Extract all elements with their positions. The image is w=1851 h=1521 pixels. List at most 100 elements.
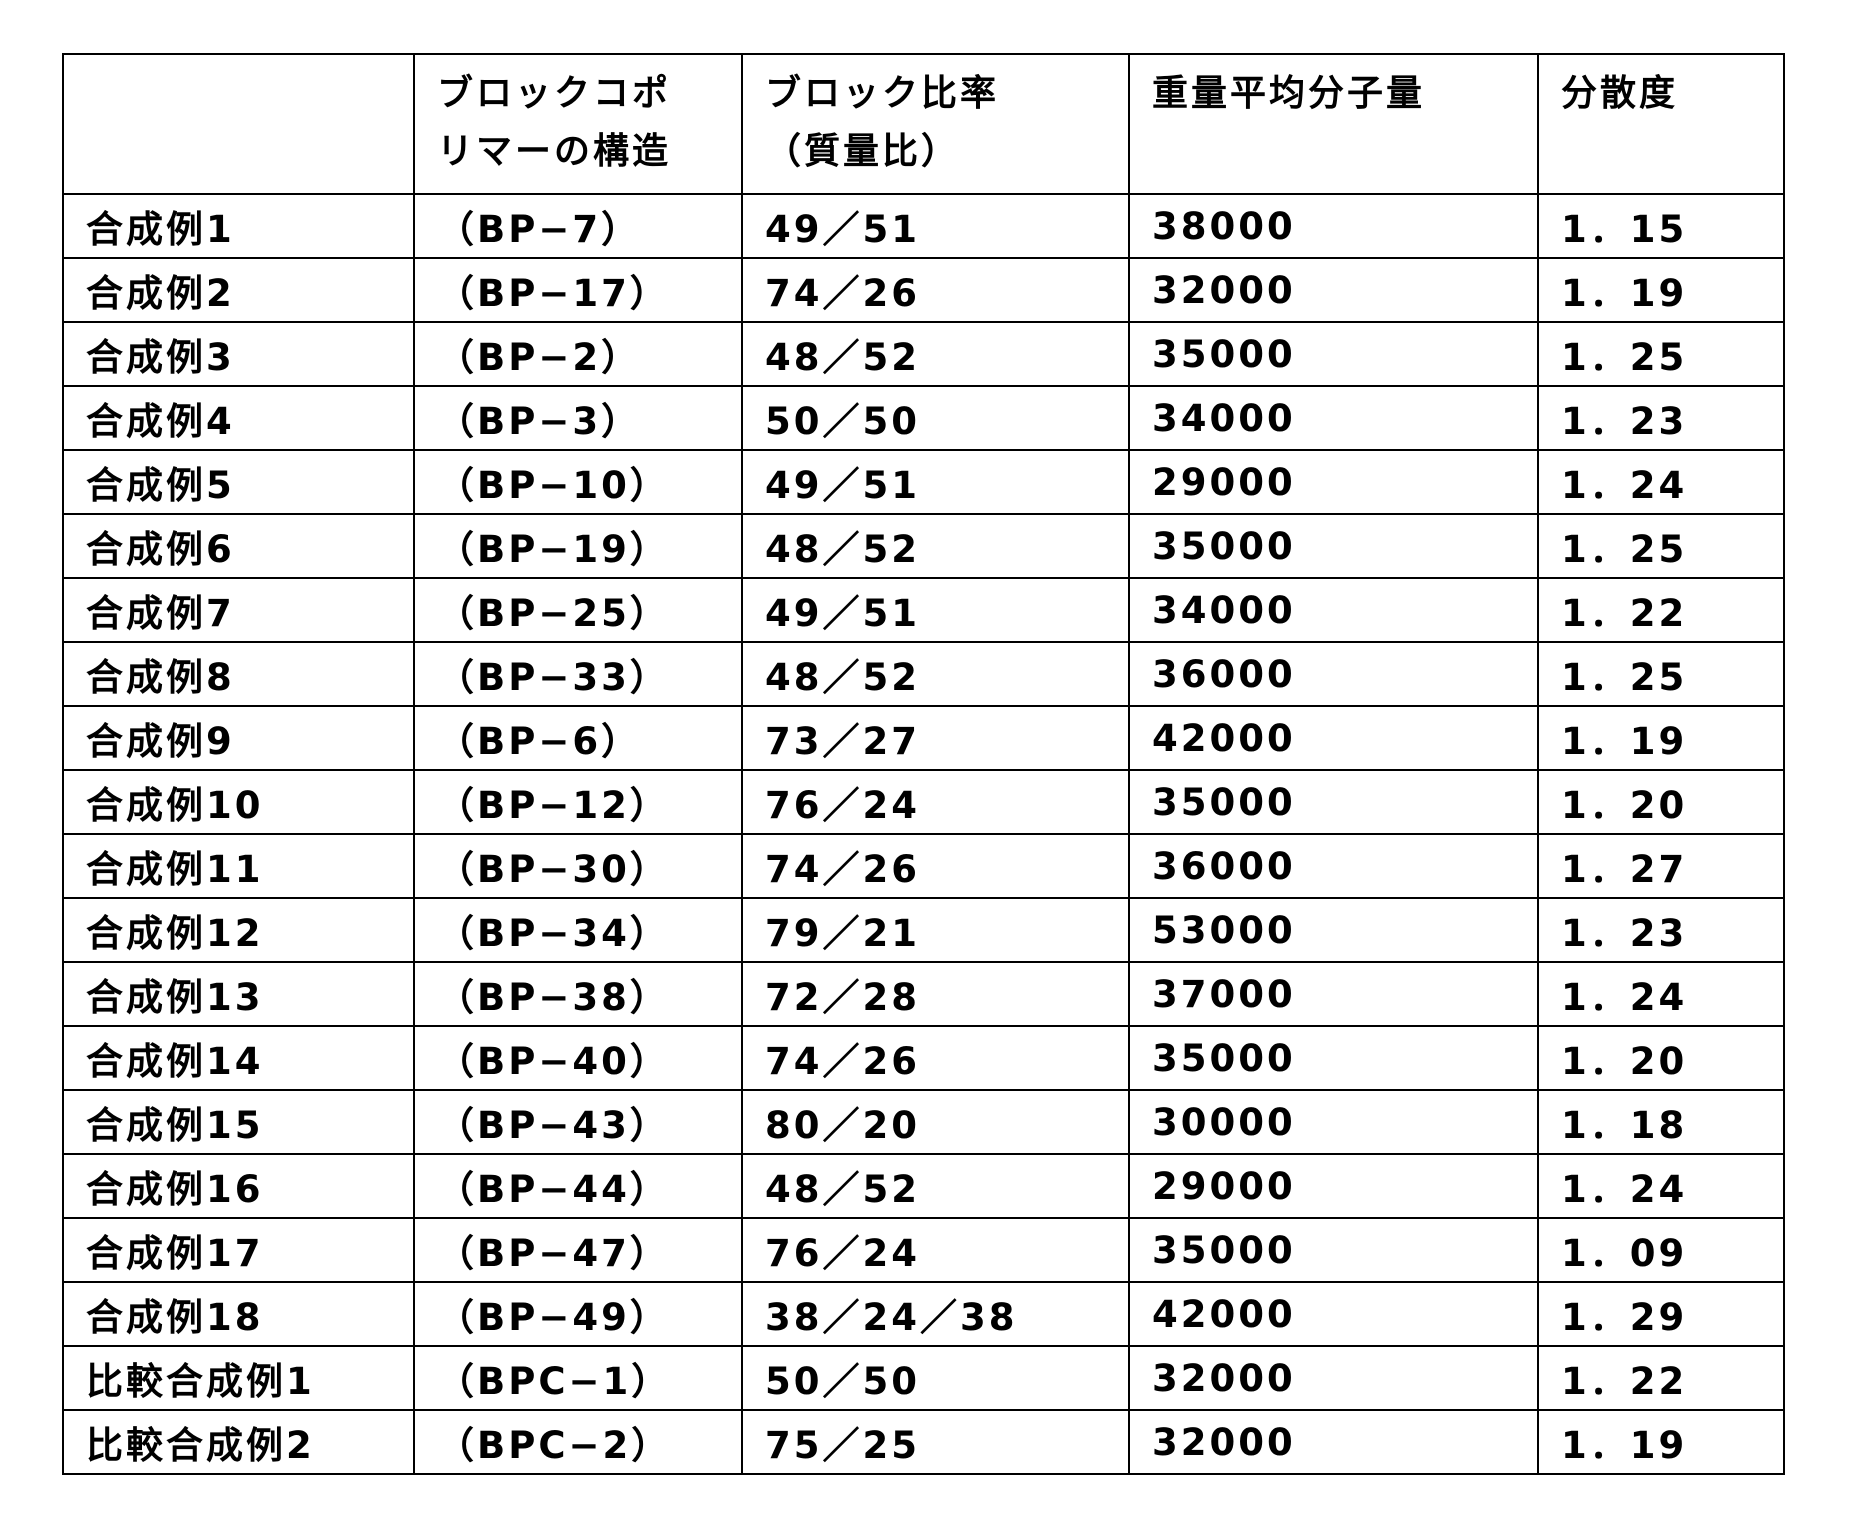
cell-mw: 35000: [1129, 1218, 1538, 1282]
cell-mw: 34000: [1129, 578, 1538, 642]
data-table: ブロックコポリマーの構造ブロック比率（質量比）重量平均分子量分散度 合成例1（B…: [62, 53, 1785, 1475]
cell-example: 合成例8: [63, 642, 414, 706]
cell-mw: 35000: [1129, 514, 1538, 578]
cell-mw: 34000: [1129, 386, 1538, 450]
cell-dispersity: 1．25: [1538, 642, 1784, 706]
header-mw: 重量平均分子量: [1129, 54, 1538, 194]
cell-mw: 36000: [1129, 834, 1538, 898]
header-line: 重量平均分子量: [1152, 65, 1537, 123]
cell-ratio: 75／25: [742, 1410, 1129, 1474]
cell-structure: （BP−25）: [414, 578, 742, 642]
cell-example: 合成例9: [63, 706, 414, 770]
header-dispersity: 分散度: [1538, 54, 1784, 194]
cell-example: 合成例14: [63, 1026, 414, 1090]
cell-dispersity: 1．24: [1538, 962, 1784, 1026]
cell-ratio: 48／52: [742, 1154, 1129, 1218]
table-row: 合成例14（BP−40）74／26350001．20: [63, 1026, 1784, 1090]
table-row: 合成例8（BP−33）48／52360001．25: [63, 642, 1784, 706]
cell-dispersity: 1．29: [1538, 1282, 1784, 1346]
cell-example: 合成例13: [63, 962, 414, 1026]
cell-example: 合成例12: [63, 898, 414, 962]
cell-dispersity: 1．24: [1538, 1154, 1784, 1218]
cell-structure: （BPC−1）: [414, 1346, 742, 1410]
table-row: 合成例12（BP−34）79／21530001．23: [63, 898, 1784, 962]
cell-ratio: 50／50: [742, 1346, 1129, 1410]
cell-example: 合成例10: [63, 770, 414, 834]
table-row: 合成例1（BP−7）49／51380001．15: [63, 194, 1784, 258]
table-row: 合成例5（BP−10）49／51290001．24: [63, 450, 1784, 514]
cell-dispersity: 1．19: [1538, 1410, 1784, 1474]
cell-dispersity: 1．18: [1538, 1090, 1784, 1154]
cell-ratio: 49／51: [742, 450, 1129, 514]
header-block-ratio: ブロック比率（質量比）: [742, 54, 1129, 194]
cell-ratio: 76／24: [742, 770, 1129, 834]
cell-mw: 53000: [1129, 898, 1538, 962]
cell-example: 合成例2: [63, 258, 414, 322]
cell-structure: （BP−17）: [414, 258, 742, 322]
table-row: 合成例2（BP−17）74／26320001．19: [63, 258, 1784, 322]
cell-structure: （BP−3）: [414, 386, 742, 450]
cell-dispersity: 1．22: [1538, 1346, 1784, 1410]
table-row: 合成例10（BP−12）76／24350001．20: [63, 770, 1784, 834]
cell-mw: 32000: [1129, 1346, 1538, 1410]
cell-example: 合成例16: [63, 1154, 414, 1218]
cell-dispersity: 1．20: [1538, 1026, 1784, 1090]
cell-dispersity: 1．20: [1538, 770, 1784, 834]
cell-example: 合成例5: [63, 450, 414, 514]
cell-dispersity: 1．23: [1538, 386, 1784, 450]
cell-mw: 35000: [1129, 1026, 1538, 1090]
cell-structure: （BP−40）: [414, 1026, 742, 1090]
cell-dispersity: 1．15: [1538, 194, 1784, 258]
table-row: 合成例18（BP−49）38／24／38420001．29: [63, 1282, 1784, 1346]
cell-mw: 32000: [1129, 1410, 1538, 1474]
cell-ratio: 74／26: [742, 258, 1129, 322]
cell-mw: 42000: [1129, 706, 1538, 770]
cell-structure: （BP−7）: [414, 194, 742, 258]
cell-ratio: 74／26: [742, 1026, 1129, 1090]
cell-dispersity: 1．19: [1538, 258, 1784, 322]
cell-structure: （BP−6）: [414, 706, 742, 770]
cell-mw: 35000: [1129, 322, 1538, 386]
cell-example: 合成例17: [63, 1218, 414, 1282]
cell-ratio: 48／52: [742, 514, 1129, 578]
cell-structure: （BP−30）: [414, 834, 742, 898]
cell-dispersity: 1．19: [1538, 706, 1784, 770]
table-row: 合成例6（BP−19）48／52350001．25: [63, 514, 1784, 578]
header-line: （質量比）: [765, 123, 1128, 181]
cell-dispersity: 1．23: [1538, 898, 1784, 962]
cell-structure: （BP−12）: [414, 770, 742, 834]
cell-ratio: 79／21: [742, 898, 1129, 962]
table-row: 比較合成例1（BPC−1）50／50320001．22: [63, 1346, 1784, 1410]
cell-example: 合成例4: [63, 386, 414, 450]
table-row: 合成例3（BP−2）48／52350001．25: [63, 322, 1784, 386]
cell-structure: （BP−49）: [414, 1282, 742, 1346]
cell-structure: （BP−38）: [414, 962, 742, 1026]
table-row: 合成例16（BP−44）48／52290001．24: [63, 1154, 1784, 1218]
cell-ratio: 48／52: [742, 642, 1129, 706]
cell-ratio: 50／50: [742, 386, 1129, 450]
cell-ratio: 72／28: [742, 962, 1129, 1026]
header-blank: [63, 54, 414, 194]
table-row: 合成例9（BP−6）73／27420001．19: [63, 706, 1784, 770]
cell-example: 合成例3: [63, 322, 414, 386]
header-line: 分散度: [1561, 65, 1783, 123]
cell-mw: 36000: [1129, 642, 1538, 706]
cell-structure: （BP−2）: [414, 322, 742, 386]
cell-structure: （BP−10）: [414, 450, 742, 514]
cell-example: 合成例1: [63, 194, 414, 258]
cell-dispersity: 1．22: [1538, 578, 1784, 642]
cell-example: 比較合成例2: [63, 1410, 414, 1474]
table-row: 合成例11（BP−30）74／26360001．27: [63, 834, 1784, 898]
cell-dispersity: 1．25: [1538, 322, 1784, 386]
cell-mw: 29000: [1129, 450, 1538, 514]
header-line: リマーの構造: [437, 123, 741, 181]
cell-example: 合成例6: [63, 514, 414, 578]
cell-mw: 32000: [1129, 258, 1538, 322]
table-row: 合成例17（BP−47）76／24350001．09: [63, 1218, 1784, 1282]
table-row: 比較合成例2（BPC−2）75／25320001．19: [63, 1410, 1784, 1474]
cell-example: 合成例15: [63, 1090, 414, 1154]
cell-structure: （BP−43）: [414, 1090, 742, 1154]
cell-mw: 37000: [1129, 962, 1538, 1026]
header-line: ブロックコポ: [437, 65, 741, 123]
cell-mw: 29000: [1129, 1154, 1538, 1218]
